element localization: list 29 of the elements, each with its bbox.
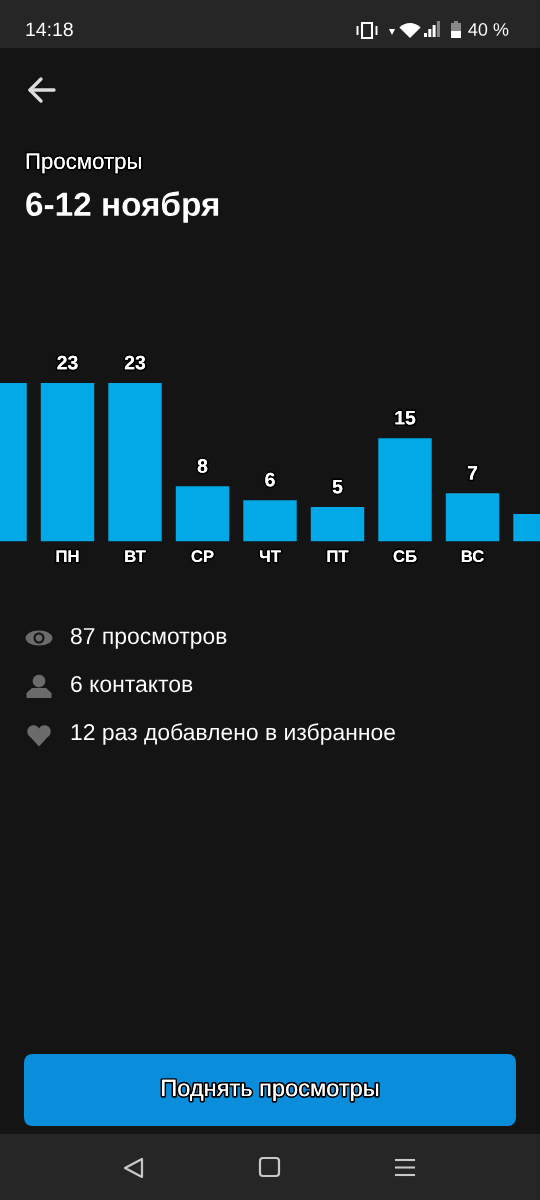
chart-title: Просмотры bbox=[26, 153, 141, 174]
bar bbox=[445, 493, 500, 542]
data-label: 7 bbox=[467, 466, 478, 480]
text: 12 раз добавлено в избранное bbox=[71, 723, 395, 745]
text: 14:18 bbox=[26, 22, 73, 37]
data-label: 6 bbox=[265, 472, 275, 487]
data-label: 15 bbox=[395, 411, 416, 425]
text: Поднять просмотры bbox=[162, 1079, 379, 1102]
text: 87 просмотров bbox=[71, 627, 227, 649]
data-label: 8 bbox=[197, 459, 208, 473]
x-tick-label: ПТ bbox=[327, 550, 349, 562]
bar bbox=[175, 486, 230, 542]
x-tick-label: СР bbox=[191, 550, 214, 563]
data-label: 23 bbox=[124, 355, 146, 370]
text: 6 контактов bbox=[71, 675, 193, 693]
text: 40 % bbox=[468, 23, 509, 36]
chart-subtitle: 6-12 ноября bbox=[26, 191, 219, 223]
bar bbox=[310, 507, 365, 542]
bar bbox=[108, 383, 162, 542]
bar bbox=[243, 500, 297, 542]
bar bbox=[378, 438, 432, 542]
x-tick-label: СБ bbox=[393, 550, 417, 563]
x-tick-label: ПН bbox=[56, 550, 79, 562]
x-tick-label: ВС bbox=[461, 550, 484, 563]
data-label: 23 bbox=[57, 355, 78, 370]
data-label: 5 bbox=[332, 479, 343, 494]
x-tick-label: ЧТ bbox=[259, 550, 281, 562]
x-tick-label: ВТ bbox=[125, 550, 146, 562]
bar bbox=[40, 383, 95, 542]
